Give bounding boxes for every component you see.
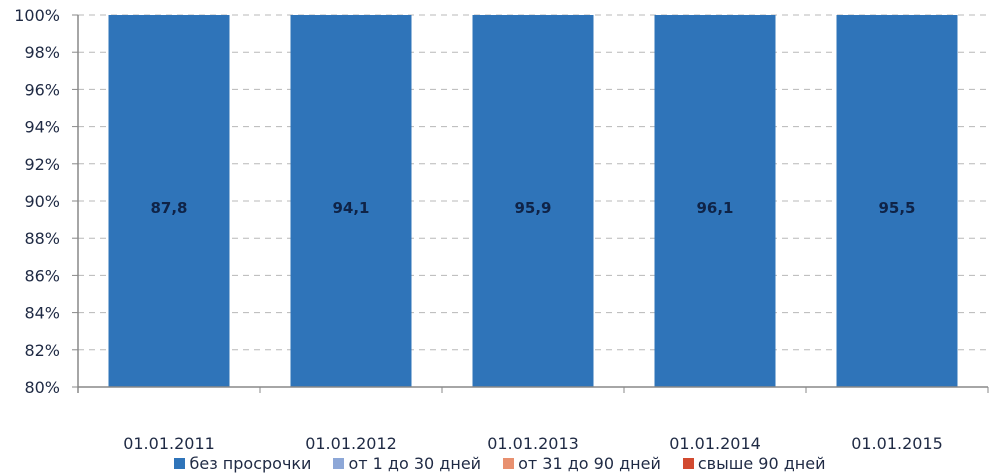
legend-swatch	[682, 458, 694, 469]
bar-segment	[108, 15, 230, 387]
x-tick-label: 01.01.2012	[305, 434, 397, 453]
y-tick-label: 88%	[24, 229, 60, 248]
bar-segment	[472, 15, 594, 387]
x-tick-label: 01.01.2014	[669, 434, 761, 453]
legend-item: свыше 90 дней	[682, 454, 826, 473]
x-tick-label: 01.01.2015	[851, 434, 943, 453]
y-tick-label: 100%	[14, 6, 60, 25]
y-tick-label: 94%	[24, 118, 60, 137]
data-label: 94,1	[332, 199, 369, 217]
y-tick-label: 82%	[24, 341, 60, 360]
bar-segment	[290, 15, 412, 387]
data-label: 95,9	[514, 199, 551, 217]
y-tick-label: 90%	[24, 192, 60, 211]
y-tick-label: 92%	[24, 155, 60, 174]
legend-label: от 1 до 30 дней	[348, 454, 482, 473]
legend-item: от 31 до 90 дней	[503, 454, 661, 473]
legend-swatch	[333, 458, 345, 469]
legend-item: от 1 до 30 дней	[333, 454, 481, 473]
legend-item: без просрочки	[174, 454, 311, 473]
bar-segment	[836, 15, 958, 387]
y-tick-label: 84%	[24, 304, 60, 323]
legend-swatch	[503, 458, 515, 469]
y-tick-label: 96%	[24, 80, 60, 99]
legend: без просрочки от 1 до 30 дней от 31 до 9…	[0, 454, 1000, 473]
x-tick-label: 01.01.2011	[123, 434, 215, 453]
y-tick-label: 86%	[24, 266, 60, 285]
bar-segment	[654, 15, 776, 387]
y-tick-label: 98%	[24, 43, 60, 62]
x-tick-label: 01.01.2013	[487, 434, 579, 453]
data-label: 87,8	[150, 199, 187, 217]
y-tick-label: 80%	[24, 378, 60, 397]
data-label: 95,5	[878, 199, 915, 217]
legend-swatch	[174, 458, 186, 469]
legend-label: свыше 90 дней	[697, 454, 826, 473]
legend-label: без просрочки	[189, 454, 312, 473]
data-label: 96,1	[696, 199, 733, 217]
legend-label: от 31 до 90 дней	[518, 454, 661, 473]
